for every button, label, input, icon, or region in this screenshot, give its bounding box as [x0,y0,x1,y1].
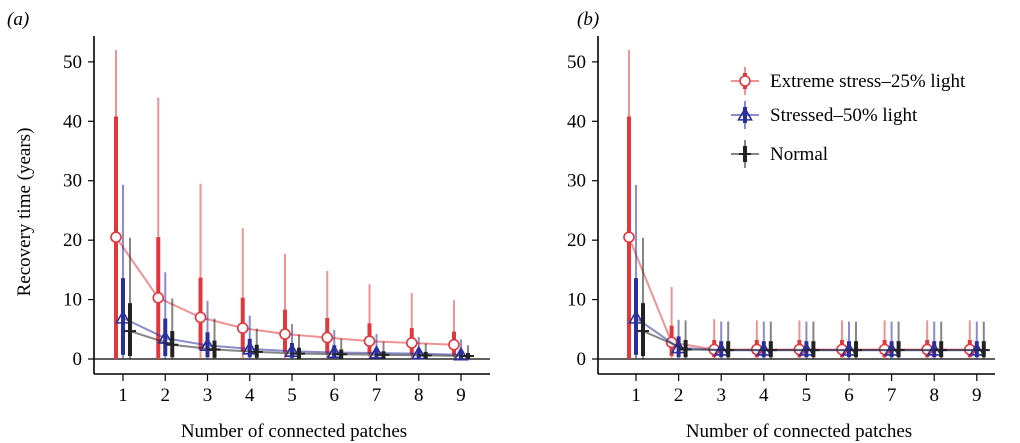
panel-b-y-tick-label: 50 [567,52,586,73]
panel-a-stressed-point [115,309,131,324]
panel-a-y-tick-label: 0 [73,349,83,370]
panel-a-extreme-point [194,311,207,324]
panel-a-y-axis-title: Recovery time (years) [14,128,35,297]
panel-a-x-tick-label: 5 [287,385,297,406]
panel-a-series-normal [124,237,474,359]
panel-a-extreme-point [321,331,334,344]
panel-a-stressed-point [326,344,343,359]
panel-b-x-tick-label: 4 [759,385,769,406]
panel-a-extreme-point [110,231,122,243]
panel-b-x-tick-label: 1 [631,385,641,406]
panel-a-stressed-line [122,317,462,356]
panel-a-x-tick-label: 9 [456,385,466,406]
panel-b-y-tick-label: 10 [567,290,586,311]
panel-a-marks [110,50,474,361]
legend-item-stressed: Stressed–50% light [731,101,918,129]
panel-b-x-tick-label: 3 [716,385,726,406]
panel-a-stressed-point [410,345,427,360]
panel-b-x-tick-label: 6 [844,385,854,406]
panel-a-x-tick-label: 7 [372,385,382,406]
panel-a-x-tick-label: 2 [161,385,171,406]
panel-a-stressed-point [453,346,469,361]
panel-a-label: (a) [7,9,29,30]
panel-b-y-tick-label: 20 [567,230,586,251]
panel-b-label: (b) [577,9,599,30]
legend-label-extreme: Extreme stress–25% light [770,71,966,92]
panel-a-stressed-point [284,343,300,357]
legend-label-normal: Normal [770,144,828,165]
panel-b-series-normal [637,237,990,359]
panel-a-extreme-point [152,291,165,304]
panel-a-extreme-point [448,338,460,351]
panel-b-series-extreme [623,50,976,359]
legend-stressed-marker [737,106,753,121]
legend-symbol-normal [731,140,759,168]
panel-a-x-axis-title: Number of connected patches [181,421,407,442]
legend-label-stressed: Stressed–50% light [770,105,918,126]
panel-b-marks [623,50,990,359]
panel-b-x-tick-label: 5 [802,385,812,406]
panel-b-y-tick-label: 30 [567,171,586,192]
panel-a-extreme-point [279,328,291,340]
panel-a-stressed-point [368,344,385,359]
panel-a-x-tick-label: 3 [203,385,213,406]
panel-a-x-tick-label: 8 [414,385,424,406]
legend-item-normal: Normal [731,140,828,168]
panel-a-extreme-point [363,335,376,347]
legend-symbol-stressed [731,101,759,129]
panel-a-series-stressed [115,184,469,361]
legend: Extreme stress–25% light Stressed–50% li… [731,67,966,168]
panel-b-extreme-point [623,231,635,243]
panel-b-series-stressed [628,184,985,359]
panel-a-y-tick-label: 20 [63,230,82,251]
panel-a-x-tick-label: 1 [118,385,128,406]
legend-symbol-extreme [731,67,759,95]
panel-a-series-extreme [110,50,460,359]
panel-b-x-axis-title: Number of connected patches [686,421,912,442]
panel-b: (b) Number of connected patches 0 10 20 30 4… [567,9,995,442]
panel-b-stressed-point [628,309,644,324]
panel-a-extreme-point [236,322,249,334]
panel-a-y-tick-label: 50 [63,52,82,73]
panel-a-extreme-point [405,337,418,349]
panel-b-y-tick-label: 0 [577,349,587,370]
panel-b-y-tick-label: 40 [567,111,586,132]
panel-a-y-tick-label: 10 [63,290,82,311]
panel-b-x-tick-label: 8 [929,385,939,406]
legend-extreme-marker [739,75,751,87]
panel-a-y-tick-label: 30 [63,171,82,192]
panel-b-x-tick-label: 9 [972,385,982,406]
panel-a-stressed-point [241,340,258,355]
panel-b-x-tick-label: 7 [887,385,897,406]
panel-a-x-tick-label: 4 [245,385,255,406]
panel-a-x-tick-label: 6 [330,385,340,406]
panel-b-axes: 0 10 20 30 40 50 1 2 3 4 5 6 7 8 9 [567,36,995,406]
panel-a-stressed-point [199,337,216,352]
panel-a-y-tick-label: 40 [63,111,82,132]
panel-a: (a) Recovery time (years) Number of conn… [7,9,490,442]
legend-item-extreme: Extreme stress–25% light [731,67,966,95]
panel-b-x-tick-label: 2 [674,385,684,406]
